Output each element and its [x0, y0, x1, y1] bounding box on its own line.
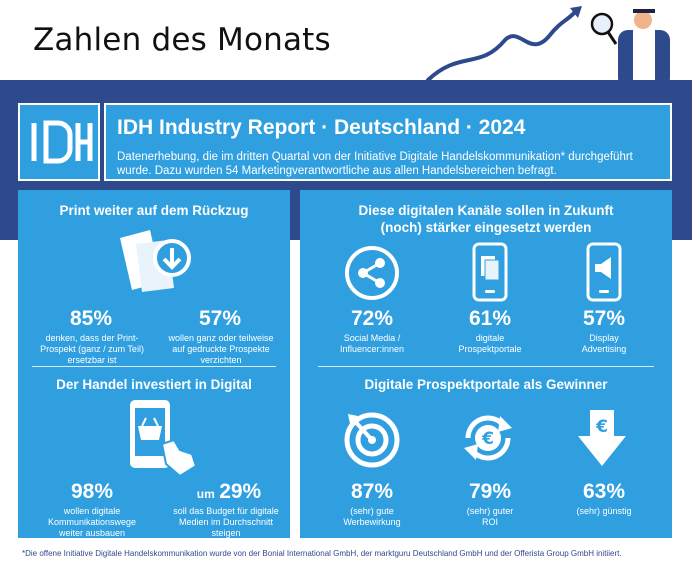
tablet-shopping-icon [130, 400, 198, 478]
invest-section-title: Der Handel investiert in Digital [56, 377, 252, 392]
stat-prospect-portals: 61% [468, 307, 512, 330]
caption-print-abandon: wollen ganz oder teilweise auf gedruckte… [168, 333, 274, 365]
page-title: Zahlen des Monats [33, 22, 331, 58]
phone-megaphone-icon [586, 242, 622, 302]
caption-budget-increase: soll das Budget für digitale Medien im D… [173, 506, 279, 538]
stat-cheap: 63% [582, 480, 626, 503]
growth-illustration [426, 6, 670, 88]
print-section-title: Print weiter auf dem Rückzug [59, 203, 249, 218]
stat-print-replaceable: 85% [69, 307, 113, 330]
stat-budget-prefix: um [196, 487, 215, 501]
stat-display-ads: 57% [582, 307, 626, 330]
stat-ad-effect: 87% [350, 480, 394, 503]
report-header: IDH Industry Report · Deutschland · 2024… [18, 103, 672, 181]
idh-logo [18, 103, 100, 181]
svg-text:€: € [481, 429, 494, 449]
header-box: IDH Industry Report · Deutschland · 2024… [104, 103, 672, 181]
left-panel: Print weiter auf dem Rückzug 85% denken,… [18, 190, 290, 538]
caption-print-replaceable: denken, dass der Print-Prospekt (ganz / … [40, 333, 144, 365]
caption-digital-expand: wollen digitale Kommunikationswege weite… [47, 506, 137, 538]
share-icon [345, 246, 399, 300]
report-subtitle: Datenerhebung, die im dritten Quartal vo… [117, 151, 633, 177]
caption-cheap: (sehr) günstig [576, 506, 632, 516]
caption-display-ads: Display Advertising [581, 333, 627, 354]
stat-budget-wrapper: um 29% [168, 480, 290, 504]
caption-ad-effect: (sehr) gute Werbewirkung [343, 506, 401, 527]
stat-roi: 79% [468, 480, 512, 503]
euro-cycle-icon: € [464, 415, 512, 461]
svg-text:€: € [595, 417, 608, 437]
euro-down-icon: € [578, 410, 626, 466]
phone-pages-icon [472, 242, 508, 302]
stat-print-abandon: 57% [198, 307, 242, 330]
winners-section-title: Digitale Prospektportale als Gewinner [364, 377, 608, 392]
stat-social-media: 72% [350, 307, 394, 330]
print-decline-icon [120, 230, 191, 292]
left-divider [32, 366, 276, 367]
stat-digital-expand: 98% [70, 480, 114, 503]
footnote: *Die offene Initiative Digitale Handelsk… [22, 549, 622, 558]
channels-section-title: Diese digitalen Kanäle sollen in Zukunft… [358, 203, 614, 235]
right-divider [318, 366, 654, 367]
caption-prospect-portals: digitale Prospektportale [458, 333, 522, 354]
caption-roi: (sehr) guter ROI [466, 506, 514, 527]
target-icon [344, 412, 400, 468]
stat-budget-increase: 29% [219, 480, 262, 503]
right-panel: Diese digitalen Kanäle sollen in Zukunft… [300, 190, 672, 538]
caption-social-media: Social Media / Influencer:innen [339, 333, 405, 354]
report-title: IDH Industry Report · Deutschland · 2024 [117, 116, 526, 139]
